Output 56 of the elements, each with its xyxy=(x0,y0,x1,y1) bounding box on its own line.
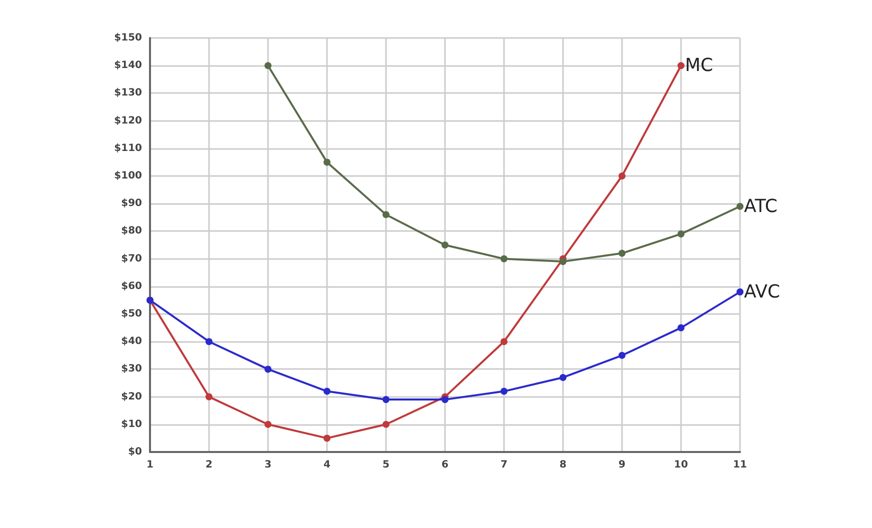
y-tick-label: $80 xyxy=(121,226,142,237)
x-tick-label: 5 xyxy=(382,460,390,470)
point xyxy=(442,242,448,248)
y-tick-label: $150 xyxy=(114,32,142,44)
y-tick-label: $30 xyxy=(121,364,142,375)
point xyxy=(678,324,684,332)
y-tick-label: $110 xyxy=(114,142,142,154)
x-tick-label: 8 xyxy=(560,460,567,470)
point xyxy=(324,158,330,166)
y-tick-label: $140 xyxy=(114,60,142,72)
point xyxy=(264,366,272,373)
point xyxy=(500,338,508,346)
point xyxy=(382,211,390,218)
point xyxy=(206,393,212,400)
x-tick-label: 2 xyxy=(206,460,213,470)
point xyxy=(382,420,390,428)
y-tick-label: $60 xyxy=(121,280,142,292)
y-tick-label: $10 xyxy=(121,418,142,430)
y-tick-label: $50 xyxy=(121,308,142,320)
y-tick-label: $20 xyxy=(121,391,142,402)
y-tick-label: $40 xyxy=(121,336,142,348)
point xyxy=(206,338,212,346)
x-tick-label: 10 xyxy=(674,460,688,470)
series-label: ATC xyxy=(744,196,778,217)
y-tick-label: $120 xyxy=(114,115,142,126)
point xyxy=(500,388,508,395)
point xyxy=(736,288,744,296)
point xyxy=(618,352,626,359)
point xyxy=(560,374,566,381)
point xyxy=(500,255,508,262)
point xyxy=(382,396,390,404)
point xyxy=(264,420,272,428)
series-label: AVC xyxy=(744,281,780,302)
point xyxy=(324,434,330,442)
y-tick-label: $0 xyxy=(128,446,142,458)
x-tick-label: 6 xyxy=(442,460,449,470)
point xyxy=(736,202,744,210)
point xyxy=(442,396,448,404)
point xyxy=(264,62,272,70)
x-tick-label: 4 xyxy=(324,460,331,470)
x-tick-label: 7 xyxy=(500,460,508,470)
y-tick-label: $100 xyxy=(114,170,142,182)
y-tick-label: $130 xyxy=(114,88,142,99)
y-tick-label: $70 xyxy=(121,253,142,264)
x-tick-label: 3 xyxy=(264,460,272,470)
point xyxy=(324,388,330,395)
point xyxy=(618,172,626,180)
x-tick-label: 1 xyxy=(146,460,154,470)
point xyxy=(678,62,684,70)
x-tick-label: 9 xyxy=(618,460,626,470)
point xyxy=(678,230,684,238)
point xyxy=(618,250,626,257)
series-label: MC xyxy=(685,55,714,76)
y-tick-label: $90 xyxy=(121,198,142,210)
x-tick-label: 11 xyxy=(733,460,747,470)
point xyxy=(560,258,566,266)
